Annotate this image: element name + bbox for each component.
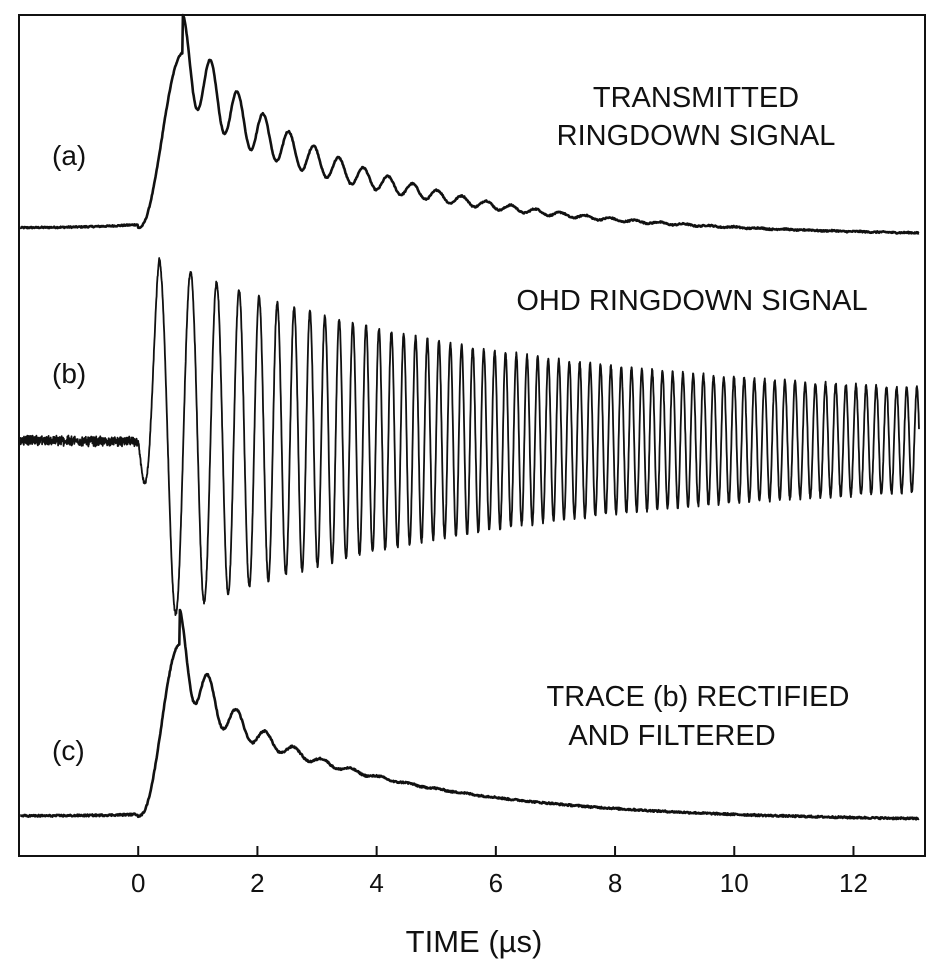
x-axis-label: TIME (µs) [406,924,543,959]
panel-label-b: (b) [52,358,86,389]
x-tick-label: 12 [839,868,868,898]
plot-frame [18,14,926,857]
trace-a-line [19,13,920,235]
annotation-a-line1: TRANSMITTED [593,82,799,114]
annotation-a-line2: RINGDOWN SIGNAL [557,120,836,152]
x-tick-label: 0 [131,868,145,898]
x-tick-label: 6 [489,868,503,898]
x-ticks [137,846,855,856]
trace-b-line [19,257,920,616]
annotation-c-line2: AND FILTERED [568,720,775,752]
x-tick-label: 8 [608,868,622,898]
x-tick-label: 10 [720,868,749,898]
panel-label-a: (a) [52,140,86,171]
panel-label-c: (c) [52,735,85,766]
x-tick-label: 4 [369,868,383,898]
annotation-b: OHD RINGDOWN SIGNAL [516,285,867,317]
x-tick-labels: 0 2 4 6 8 10 12 [131,868,868,898]
trace-c-line [19,608,920,821]
x-tick-label: 2 [250,868,264,898]
annotation-c-line1: TRACE (b) RECTIFIED [547,681,850,713]
